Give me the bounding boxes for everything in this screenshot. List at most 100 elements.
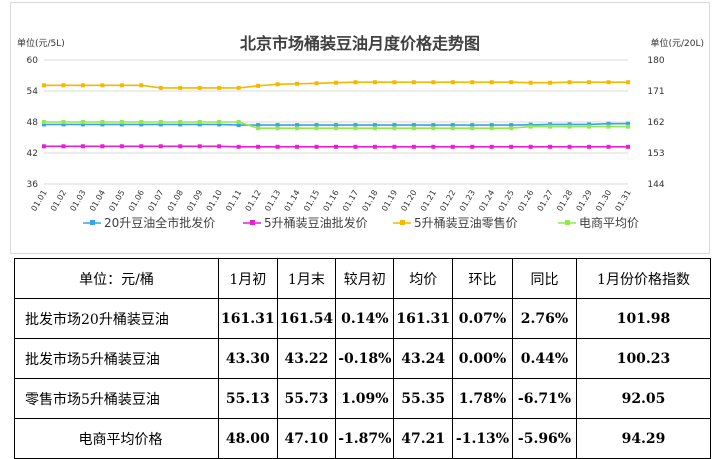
data-point bbox=[411, 126, 416, 131]
data-point bbox=[392, 123, 397, 128]
data-point bbox=[606, 144, 611, 149]
table-row: 批发市场5升桶装豆油 43.30 43.22 -0.18% 43.24 0.00… bbox=[14, 338, 711, 379]
data-point bbox=[411, 123, 416, 128]
data-point bbox=[470, 126, 475, 131]
table-cell: 0.14% bbox=[335, 298, 395, 339]
data-point bbox=[509, 144, 514, 149]
data-point bbox=[411, 144, 416, 149]
data-point bbox=[197, 122, 202, 127]
chart-panel: 北京市场桶装豆油月度价格走势图 单位(元/5L) 单位(元/20L) 60 54 48 42… bbox=[10, 2, 710, 254]
data-point bbox=[411, 80, 416, 85]
right-axis-unit: 单位(元/20L) bbox=[650, 37, 704, 49]
data-point bbox=[256, 123, 261, 128]
legend-marker bbox=[400, 220, 405, 225]
data-point bbox=[509, 80, 514, 85]
data-point bbox=[314, 126, 319, 131]
data-point bbox=[275, 82, 280, 87]
data-point bbox=[158, 144, 163, 149]
table-cell: 43.24 bbox=[393, 338, 453, 379]
table-cell: 55.35 bbox=[393, 378, 453, 419]
data-point bbox=[392, 144, 397, 149]
data-point bbox=[626, 124, 630, 129]
data-point bbox=[489, 123, 494, 128]
data-point bbox=[470, 144, 475, 149]
data-point bbox=[42, 122, 46, 127]
data-point bbox=[548, 124, 553, 129]
x-tick-label: 01.13 bbox=[263, 189, 282, 213]
table-cell: 1.78% bbox=[452, 378, 513, 419]
data-point bbox=[295, 123, 300, 128]
x-tick-label: 01.10 bbox=[205, 189, 224, 213]
data-point bbox=[236, 144, 241, 149]
x-tick-label: 01.22 bbox=[438, 189, 457, 213]
legend-label: 20升豆油全市批发价 bbox=[104, 215, 215, 230]
data-point bbox=[295, 144, 300, 149]
table-header-cell: 1月初 bbox=[218, 258, 278, 299]
data-point bbox=[275, 123, 280, 128]
row-label: 零售市场5升桶装豆油 bbox=[14, 378, 219, 419]
x-tick-label: 01.23 bbox=[458, 189, 477, 213]
x-tick-label: 01.25 bbox=[497, 189, 516, 213]
data-point bbox=[334, 123, 338, 128]
table-cell: 55.13 bbox=[218, 378, 278, 419]
data-point bbox=[295, 126, 300, 131]
data-point bbox=[353, 144, 358, 149]
x-tick-label: 01.09 bbox=[185, 189, 204, 213]
right-tick-label: 162 bbox=[647, 118, 664, 128]
left-tick-label: 54 bbox=[27, 87, 39, 97]
data-point bbox=[470, 123, 475, 128]
data-point bbox=[100, 120, 105, 124]
price-table: 单位：元/桶 1月初 1月末 较月初 均价 环比 同比 1月份价格指数 批发市场… bbox=[14, 258, 711, 459]
data-point bbox=[548, 122, 553, 127]
table-cell: 161.54 bbox=[276, 298, 337, 339]
legend-label: 5升桶装豆油零售价 bbox=[414, 215, 518, 230]
data-point bbox=[334, 126, 338, 131]
data-point bbox=[217, 122, 222, 127]
data-point bbox=[509, 126, 514, 131]
data-point bbox=[236, 120, 241, 124]
data-point bbox=[217, 85, 222, 90]
data-point bbox=[197, 85, 202, 90]
price-trend-chart: 北京市场桶装豆油月度价格走势图 单位(元/5L) 单位(元/20L) 60 54 48 42… bbox=[17, 34, 704, 230]
data-point bbox=[80, 120, 85, 124]
data-point bbox=[61, 120, 66, 124]
table-cell: -0.18% bbox=[335, 338, 395, 379]
table-row: 电商平均价格 48.00 47.10 -1.87% 47.21 -1.13% -… bbox=[14, 418, 711, 459]
data-point bbox=[256, 83, 261, 88]
right-tick-label: 153 bbox=[647, 149, 664, 159]
legend-marker bbox=[250, 220, 255, 225]
data-point bbox=[450, 144, 455, 149]
table-cell: 0.07% bbox=[452, 298, 513, 339]
table-cell: -1.87% bbox=[335, 418, 395, 459]
x-tick-label: 01.15 bbox=[302, 189, 321, 213]
left-tick-label: 60 bbox=[27, 56, 39, 66]
data-point bbox=[314, 123, 319, 128]
data-point bbox=[372, 144, 377, 149]
data-point bbox=[178, 85, 183, 90]
data-point bbox=[61, 83, 66, 88]
data-point bbox=[567, 124, 572, 129]
data-point bbox=[80, 83, 85, 88]
table-cell: 48.00 bbox=[218, 418, 278, 459]
data-point bbox=[275, 126, 280, 131]
data-point bbox=[431, 123, 436, 128]
data-point bbox=[119, 83, 124, 88]
x-tick-label: 01.04 bbox=[88, 189, 107, 213]
row-label: 批发市场20升桶装豆油 bbox=[14, 298, 219, 339]
data-point bbox=[61, 144, 66, 149]
table-row: 批发市场20升桶装豆油 161.31 161.54 0.14% 161.31 0… bbox=[14, 298, 711, 339]
x-tick-label: 01.28 bbox=[555, 189, 574, 213]
data-point bbox=[119, 144, 124, 149]
data-point bbox=[139, 144, 144, 149]
data-point bbox=[626, 121, 630, 126]
data-point bbox=[119, 122, 124, 127]
data-point bbox=[334, 80, 338, 85]
data-point bbox=[353, 80, 358, 85]
data-point bbox=[100, 83, 105, 88]
x-tick-label: 01.06 bbox=[127, 189, 146, 213]
data-point bbox=[450, 123, 455, 128]
x-tick-label: 01.19 bbox=[380, 189, 399, 213]
row-label: 电商平均价格 bbox=[14, 418, 219, 459]
legend-label: 5升桶装豆油批发价 bbox=[264, 215, 368, 230]
data-point bbox=[528, 124, 533, 129]
